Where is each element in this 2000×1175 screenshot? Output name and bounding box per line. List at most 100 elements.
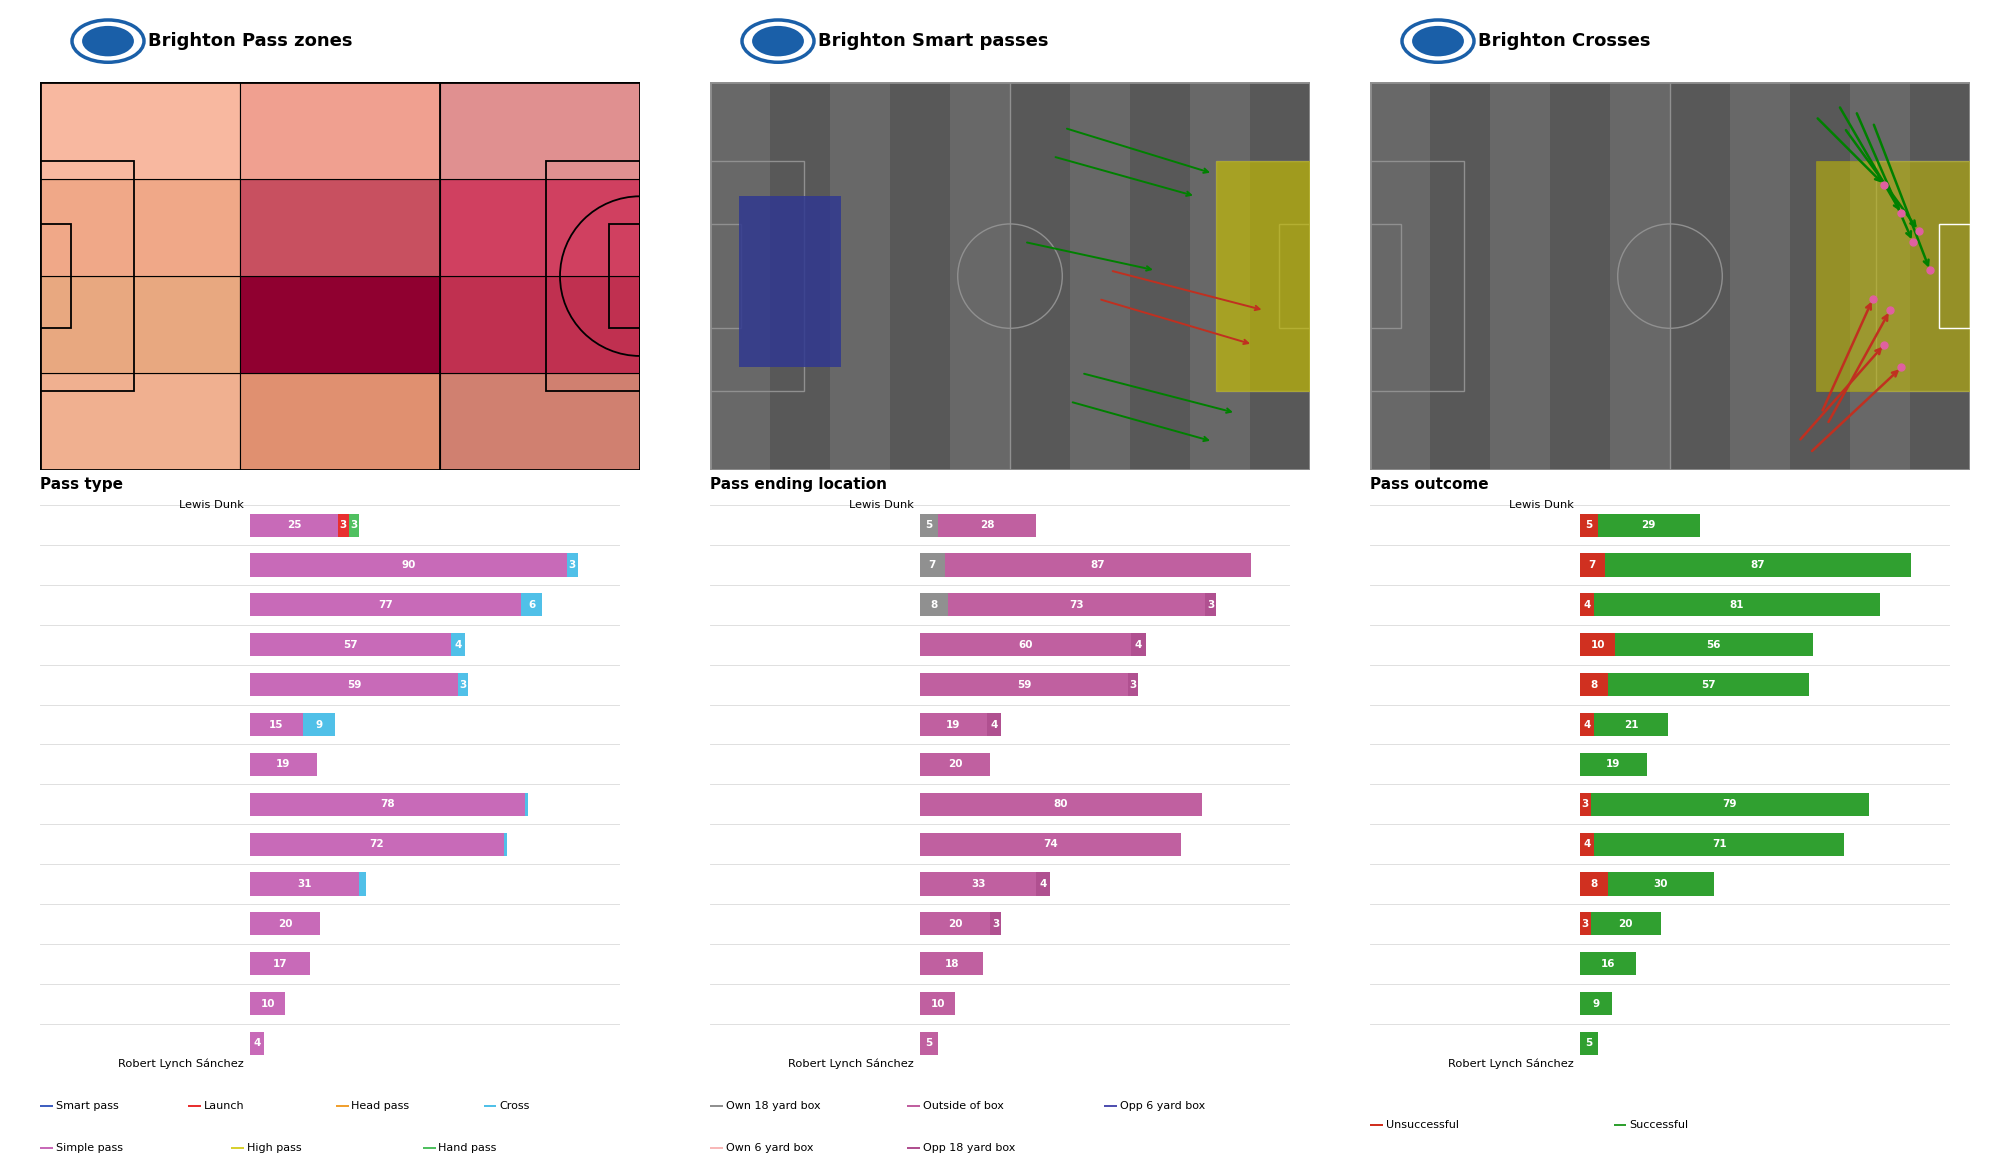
Text: 4: 4 <box>1584 719 1590 730</box>
Text: 4: 4 <box>1584 600 1590 610</box>
Bar <box>1580 673 1608 697</box>
Bar <box>40 161 134 391</box>
Bar <box>1580 872 1608 895</box>
Text: 3: 3 <box>460 679 466 690</box>
Bar <box>250 633 450 657</box>
Bar <box>1790 82 1850 470</box>
Text: 5: 5 <box>1586 1039 1592 1048</box>
Bar <box>1216 161 1310 391</box>
Bar <box>920 673 1128 697</box>
Bar <box>1070 82 1130 470</box>
Text: 10: 10 <box>260 999 274 1008</box>
Text: 4: 4 <box>1584 839 1590 850</box>
Bar <box>1370 1124 1382 1126</box>
Bar <box>920 713 986 736</box>
Text: 60: 60 <box>1018 639 1032 650</box>
Bar <box>188 1106 200 1107</box>
Bar <box>250 593 522 617</box>
Bar <box>1590 912 1662 935</box>
Bar <box>1580 992 1612 1015</box>
Text: 90: 90 <box>402 560 416 570</box>
Bar <box>1608 872 1714 895</box>
Text: Lewis Dunk: Lewis Dunk <box>848 501 914 510</box>
Bar <box>710 224 742 328</box>
Bar <box>1580 553 1604 577</box>
Bar <box>250 912 320 935</box>
Text: Robert Lynch Sánchez: Robert Lynch Sánchez <box>1448 1059 1574 1068</box>
Text: Successful: Successful <box>1630 1120 1688 1130</box>
Text: 19: 19 <box>946 719 960 730</box>
Bar <box>1580 1032 1598 1055</box>
Bar <box>522 593 542 617</box>
Text: Outside of box: Outside of box <box>922 1101 1004 1112</box>
Text: 57: 57 <box>1702 679 1716 690</box>
Bar <box>1010 82 1070 470</box>
Bar <box>920 952 984 975</box>
Bar <box>1370 82 1430 470</box>
Bar <box>250 952 310 975</box>
Text: 71: 71 <box>1712 839 1726 850</box>
Bar <box>1370 224 1402 328</box>
Bar <box>1730 82 1790 470</box>
Bar <box>250 753 316 776</box>
Bar <box>920 633 1132 657</box>
Bar <box>1036 872 1050 895</box>
Bar <box>240 276 440 374</box>
Bar <box>890 82 950 470</box>
Text: Brighton Smart passes: Brighton Smart passes <box>818 32 1048 51</box>
Text: 7: 7 <box>1588 560 1596 570</box>
Bar <box>1938 224 1970 328</box>
Bar <box>1580 633 1616 657</box>
Text: Pass ending location: Pass ending location <box>710 477 888 492</box>
Bar <box>568 553 578 577</box>
Bar <box>250 793 524 815</box>
Bar <box>990 912 1002 935</box>
Text: Own 6 yard box: Own 6 yard box <box>726 1143 814 1153</box>
Text: 29: 29 <box>1642 521 1656 530</box>
Bar <box>1850 82 1910 470</box>
Text: 3: 3 <box>350 521 358 530</box>
Text: 3: 3 <box>340 521 348 530</box>
Bar <box>908 1106 920 1107</box>
Text: ≈: ≈ <box>104 36 112 46</box>
Bar <box>710 1106 722 1107</box>
Text: 8: 8 <box>1590 679 1598 690</box>
Bar <box>1130 82 1190 470</box>
Bar <box>1580 753 1646 776</box>
Text: 77: 77 <box>378 600 394 610</box>
Bar <box>1604 553 1912 577</box>
Text: Launch: Launch <box>204 1101 244 1112</box>
Text: 4: 4 <box>454 639 462 650</box>
Text: 87: 87 <box>1090 560 1106 570</box>
Text: Opp 18 yard box: Opp 18 yard box <box>922 1143 1016 1153</box>
Text: 4: 4 <box>254 1039 260 1048</box>
Text: 19: 19 <box>1606 759 1620 770</box>
Text: 74: 74 <box>1044 839 1058 850</box>
Bar <box>1580 513 1598 537</box>
Text: Lewis Dunk: Lewis Dunk <box>178 501 244 510</box>
Bar <box>608 224 640 328</box>
Bar <box>950 82 1010 470</box>
Bar <box>920 1032 938 1055</box>
Bar <box>348 513 360 537</box>
Bar <box>440 276 640 374</box>
Text: Lewis Dunk: Lewis Dunk <box>1508 501 1574 510</box>
Bar <box>360 872 366 895</box>
Text: 8: 8 <box>930 600 938 610</box>
Bar <box>250 833 504 855</box>
Text: 18: 18 <box>944 959 958 968</box>
Text: 3: 3 <box>992 919 1000 929</box>
Bar <box>524 793 528 815</box>
Bar <box>250 872 360 895</box>
Bar <box>948 593 1206 617</box>
Bar <box>1594 833 1844 855</box>
Bar <box>1614 1124 1626 1126</box>
Text: 4: 4 <box>1134 639 1142 650</box>
Text: 4: 4 <box>1040 879 1048 889</box>
Bar <box>944 553 1252 577</box>
Bar <box>40 276 240 374</box>
Bar <box>1598 513 1700 537</box>
Bar <box>920 593 948 617</box>
Text: Robert Lynch Sánchez: Robert Lynch Sánchez <box>788 1059 914 1068</box>
Text: Unsuccessful: Unsuccessful <box>1386 1120 1458 1130</box>
